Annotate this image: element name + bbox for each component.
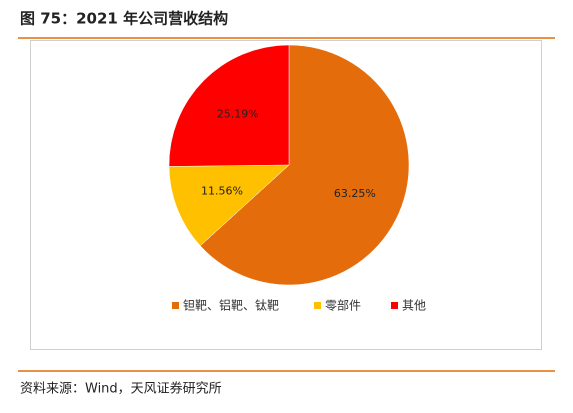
- pie-slice: [199, 44, 410, 286]
- pie-slice: [168, 44, 290, 167]
- legend-swatch: [172, 302, 179, 309]
- legend-swatch: [391, 302, 398, 309]
- legend-swatch: [314, 302, 321, 309]
- source-note: 资料来源：Wind，天风证券研究所: [20, 381, 222, 397]
- data-label: 11.56%: [201, 184, 243, 197]
- legend-label: 零部件: [325, 298, 361, 313]
- chart-title: 图 75：2021 年公司营收结构: [20, 10, 228, 28]
- chart-frame: [30, 40, 542, 350]
- data-label: 25.19%: [217, 107, 259, 120]
- legend-label: 其他: [402, 299, 426, 313]
- data-label: 63.25%: [334, 187, 376, 200]
- pie-slice: [168, 164, 290, 247]
- legend-label: 钽靶、铝靶、钛靶: [183, 298, 279, 313]
